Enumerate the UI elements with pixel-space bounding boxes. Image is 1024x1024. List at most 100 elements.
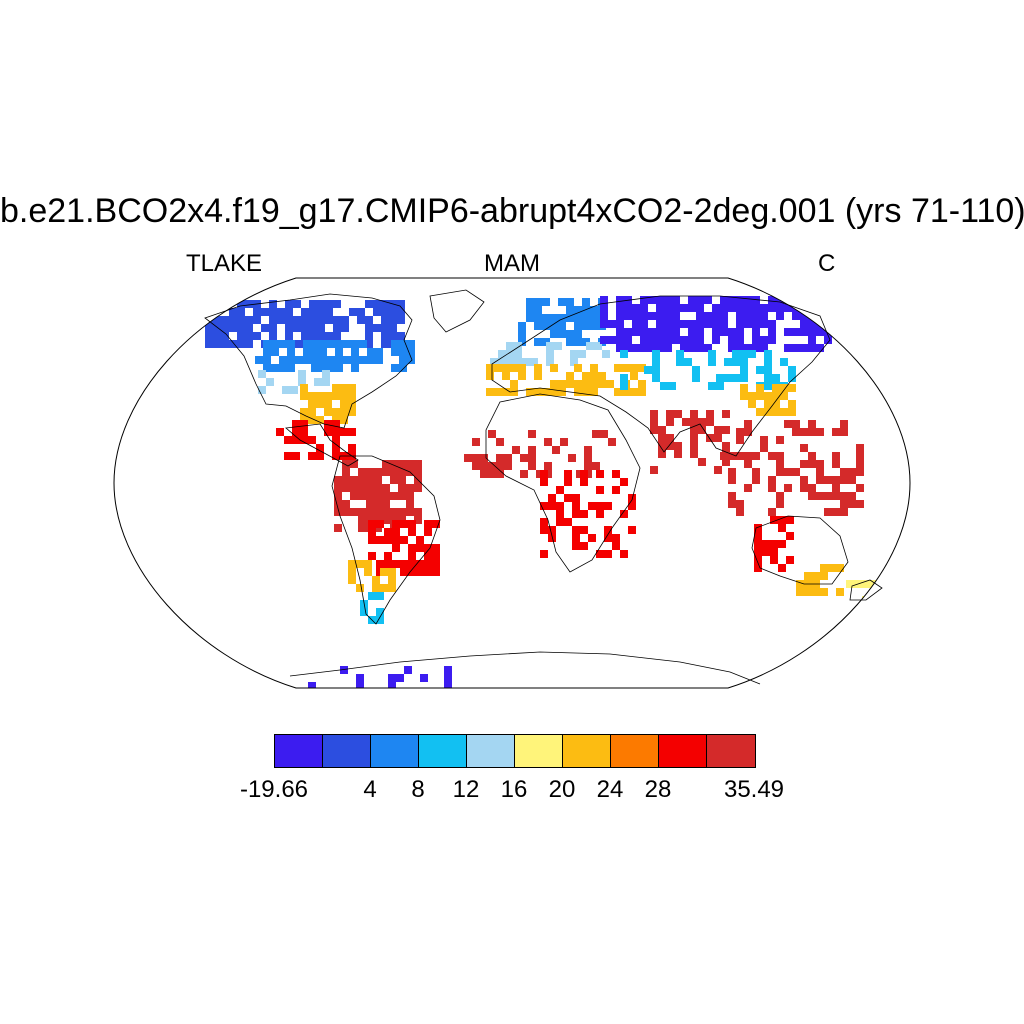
temperature-cell: [269, 316, 277, 324]
temperature-cell: [764, 374, 772, 382]
temperature-cell: [400, 536, 408, 544]
temperature-cell: [334, 508, 342, 516]
temperature-cell: [770, 548, 778, 556]
colorbar-box-5: [515, 735, 563, 767]
temperature-cell: [728, 452, 736, 460]
temperature-cell: [348, 428, 356, 436]
temperature-cell: [784, 328, 792, 336]
temperature-cell: [688, 296, 696, 304]
temperature-cell: [764, 408, 772, 416]
temperature-cell: [596, 550, 604, 558]
temperature-cell: [389, 332, 397, 340]
colorbar-tick-label: 24: [596, 776, 624, 803]
temperature-cell: [672, 320, 680, 328]
temperature-cell: [309, 324, 317, 332]
temperature-cell: [506, 358, 514, 366]
temperature-cell: [368, 536, 376, 544]
temperature-cell: [754, 556, 762, 564]
temperature-cell: [237, 324, 245, 332]
temperature-cell: [486, 364, 494, 372]
temperature-cell: [245, 340, 253, 348]
temperature-cell: [620, 350, 628, 358]
temperature-cell: [658, 426, 666, 434]
temperature-cell: [348, 576, 356, 584]
temperature-cell: [494, 388, 502, 396]
temperature-cell: [388, 674, 396, 682]
temperature-cell: [704, 312, 712, 320]
temperature-cell: [682, 418, 690, 426]
temperature-cell: [756, 366, 764, 374]
temperature-cell: [680, 320, 688, 328]
temperature-cell: [756, 384, 764, 392]
temperature-cell: [760, 320, 768, 328]
temperature-cell: [608, 438, 616, 446]
temperature-cell: [728, 336, 736, 344]
temperature-cell: [534, 372, 542, 380]
temperature-cell: [764, 382, 772, 390]
temperature-cell: [764, 350, 772, 358]
temperature-cell: [205, 324, 213, 332]
temperature-cell: [720, 296, 728, 304]
temperature-cell: [424, 560, 432, 568]
temperature-cell: [808, 336, 816, 344]
temperature-cell: [808, 328, 816, 336]
temperature-cell: [300, 408, 308, 416]
temperature-cell: [253, 316, 261, 324]
temperature-cell: [373, 300, 381, 308]
temperature-cell: [760, 344, 768, 352]
temperature-cell: [820, 588, 828, 596]
region-australia-southeast: [796, 564, 844, 596]
region-brazil-south: [368, 520, 440, 576]
temperature-cell: [498, 350, 506, 358]
temperature-cell: [736, 452, 744, 460]
temperature-cell: [317, 300, 325, 308]
temperature-cell: [722, 426, 730, 434]
temperature-cell: [356, 682, 364, 688]
temperature-cell: [582, 322, 590, 330]
temperature-cell: [373, 308, 381, 316]
temperature-cell: [586, 342, 594, 350]
temperature-cell: [594, 342, 602, 350]
temperature-cell: [696, 328, 704, 336]
temperature-cell: [295, 356, 303, 364]
temperature-cell: [832, 492, 840, 500]
temperature-cell: [832, 484, 840, 492]
temperature-cell: [632, 328, 640, 336]
temperature-cell: [656, 328, 664, 336]
temperature-cell: [424, 520, 432, 528]
temperature-cell: [648, 312, 656, 320]
temperature-cell: [784, 484, 792, 492]
temperature-cell: [205, 308, 213, 316]
temperature-cell: [472, 462, 480, 470]
temperature-cell: [542, 388, 550, 396]
temperature-cell: [672, 336, 680, 344]
temperature-cell: [708, 358, 716, 366]
temperature-cell: [366, 468, 374, 476]
temperature-cell: [640, 336, 648, 344]
temperature-cell: [680, 336, 688, 344]
temperature-cell: [820, 564, 828, 572]
temperature-cell: [496, 470, 504, 478]
temperature-cell: [628, 526, 636, 534]
temperature-cell: [604, 526, 612, 534]
temperature-cell: [628, 502, 636, 510]
temperature-cell: [580, 470, 588, 478]
region-europe-central: [490, 342, 610, 366]
temperature-cell: [772, 408, 780, 416]
temperature-cell: [384, 560, 392, 568]
temperature-cell: [848, 468, 856, 476]
temperature-cell: [205, 340, 213, 348]
temperature-cell: [301, 316, 309, 324]
temperature-cell: [424, 544, 432, 552]
temperature-cell: [488, 462, 496, 470]
temperature-cell: [564, 494, 572, 502]
temperature-cell: [221, 340, 229, 348]
temperature-cell: [324, 408, 332, 416]
temperature-cell: [300, 384, 308, 392]
temperature-cell: [596, 486, 604, 494]
temperature-cell: [399, 364, 407, 372]
temperature-cell: [237, 300, 245, 308]
temperature-cell: [205, 332, 213, 340]
temperature-cell: [542, 322, 550, 330]
region-siberia: [600, 296, 832, 352]
